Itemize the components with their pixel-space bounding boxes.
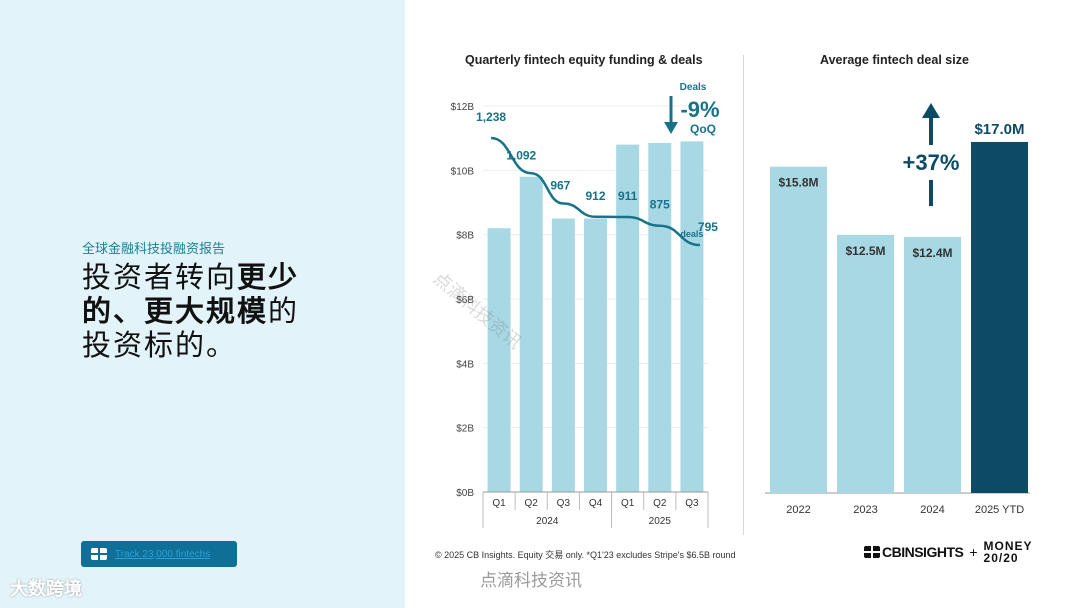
growth-annotation: +37% xyxy=(903,150,960,175)
chart1-title: Quarterly fintech equity funding & deals xyxy=(465,53,703,67)
funding-bar xyxy=(519,176,543,492)
track-fintechs-button[interactable]: Track 23,000 fintechs xyxy=(81,541,237,567)
brand-plus: + xyxy=(969,544,978,560)
money-text: MONEY xyxy=(983,539,1033,553)
brand-logos: CBINSIGHTS + MONEY 20/20 xyxy=(864,540,1033,564)
deals-unit-label: deals xyxy=(680,229,703,239)
year-group-label: 2025 xyxy=(649,516,672,527)
money-year: 20/20 xyxy=(983,551,1019,565)
deal-size-value-label: $12.5M xyxy=(845,244,885,258)
deal-size-bar xyxy=(770,166,827,494)
chart2-title: Average fintech deal size xyxy=(820,53,969,67)
deal-size-bar xyxy=(904,236,961,493)
headline-part: 的 xyxy=(268,294,300,328)
deal-size-bar xyxy=(971,141,1028,493)
deals-line xyxy=(490,136,701,247)
deals-data-label: 1,092 xyxy=(506,148,536,162)
deals-data-label: 795 xyxy=(698,220,718,234)
headline: 投资者转向更少 的、更大规模的 投资标的。 xyxy=(82,260,352,362)
deal-size-value-label: $17.0M xyxy=(974,121,1024,138)
y-tick-label: $10B xyxy=(451,166,475,177)
cb-insights-icon xyxy=(864,546,880,558)
footnote: © 2025 CB Insights. Equity 交易 only. *Q1'… xyxy=(435,550,736,560)
deals-data-label: 875 xyxy=(650,198,670,212)
funding-bar xyxy=(487,228,511,492)
card-icon xyxy=(91,548,107,560)
funding-bar xyxy=(616,144,640,492)
deals-data-label: 911 xyxy=(618,189,638,203)
headline-part: 投资者转向 xyxy=(82,260,238,294)
left-panel: 全球金融科技投融资报告 投资者转向更少 的、更大规模的 投资标的。 Track … xyxy=(0,0,405,608)
annotation-change-value: -9% xyxy=(680,97,719,122)
headline-emphasis: 的、更大规模 xyxy=(82,294,269,328)
y-tick-label: $12B xyxy=(451,102,475,113)
funding-bar xyxy=(648,142,672,492)
y-tick-label: $8B xyxy=(456,231,474,242)
track-fintechs-link[interactable]: Track 23,000 fintechs xyxy=(115,548,211,560)
y-tick-label: $2B xyxy=(456,424,474,435)
x-tick-label: Q3 xyxy=(685,498,699,509)
x-tick-label: 2022 xyxy=(786,504,810,516)
chart-divider xyxy=(743,55,744,535)
funding-bar xyxy=(584,218,607,493)
up-arrowhead-icon xyxy=(922,103,940,118)
deals-data-label: 967 xyxy=(550,178,570,192)
logo-watermark: 大数跨境 xyxy=(10,579,82,600)
money2020-logo: MONEY 20/20 xyxy=(984,540,1033,564)
y-tick-label: $6B xyxy=(456,295,474,306)
center-watermark: 点滴科技资讯 xyxy=(480,571,582,591)
annotation-deals-label: Deals xyxy=(680,82,707,93)
funding-bar xyxy=(551,218,575,493)
headline-part: 投资标的。 xyxy=(82,328,238,362)
x-tick-label: 2025 YTD xyxy=(975,504,1024,516)
deals-data-label: 912 xyxy=(585,189,605,203)
x-tick-label: Q4 xyxy=(589,498,603,509)
x-tick-label: Q1 xyxy=(492,498,506,509)
x-tick-label: 2024 xyxy=(920,504,944,516)
x-tick-label: Q2 xyxy=(525,498,539,509)
annotation-qoq-label: QoQ xyxy=(690,122,716,136)
x-tick-label: Q2 xyxy=(653,498,667,509)
x-tick-label: Q3 xyxy=(557,498,571,509)
y-tick-label: $4B xyxy=(456,359,474,370)
year-group-label: 2024 xyxy=(536,516,559,527)
cb-insights-logo: CBINSIGHTS xyxy=(882,544,964,560)
report-kicker: 全球金融科技投融资报告 xyxy=(82,242,226,257)
funding-bar xyxy=(680,141,704,492)
down-arrowhead-icon xyxy=(664,122,678,134)
y-tick-label: $0B xyxy=(456,488,474,499)
x-tick-label: 2023 xyxy=(853,504,877,516)
x-tick-label: Q1 xyxy=(621,498,635,509)
headline-emphasis: 更少 xyxy=(237,260,300,294)
deal-size-bar xyxy=(837,234,894,493)
deals-data-label: 1,238 xyxy=(476,110,506,124)
deal-size-value-label: $12.4M xyxy=(912,246,952,260)
deal-size-value-label: $15.8M xyxy=(778,176,818,190)
